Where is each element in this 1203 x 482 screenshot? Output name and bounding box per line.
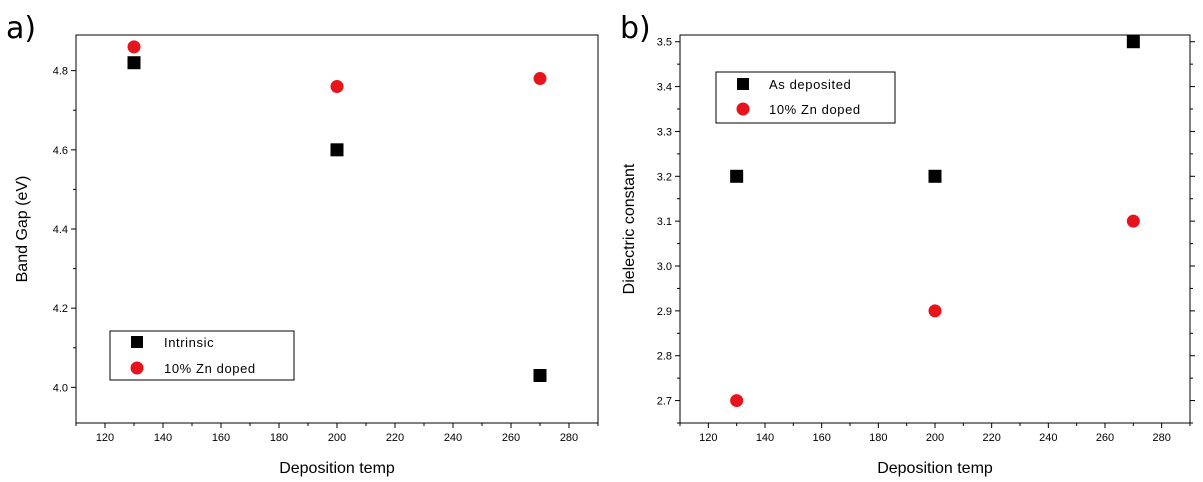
panel-a-x-tick-label: 240: [444, 432, 462, 444]
panel-b-x-tick-label: 120: [699, 432, 717, 444]
panel-b-x-tick-label: 280: [1152, 432, 1170, 444]
panel-b-legend-square-icon: [737, 78, 749, 90]
panel-b-label: b): [620, 11, 651, 46]
panel-b-x-ticks: 120 140 160 180 200 220 240 260 280: [679, 423, 1191, 444]
panel-a-legend-label-intrinsic: Intrinsic: [164, 335, 214, 350]
panel-b-x-tick-label: 240: [1039, 432, 1057, 444]
panel-a-x-tick-label: 220: [386, 432, 404, 444]
panel-b-x-tick-label: 160: [812, 432, 830, 444]
panel-a-point-square: [330, 143, 344, 157]
panel-b-y-tick-label: 3.4: [657, 82, 672, 94]
panel-b-y-tick-label: 2.7: [657, 396, 672, 408]
panel-a-point-square: [127, 56, 141, 70]
panel-a-y-axis-title: Band Gap (eV): [14, 176, 31, 283]
panel-a-x-tick-label: 120: [96, 432, 114, 444]
panel-b-x-tick-label: 140: [756, 432, 774, 444]
panel-b-y-tick-label: 3.2: [657, 171, 672, 183]
panel-b-y-tick-label: 3.3: [657, 126, 672, 138]
panel-a-point-circle: [533, 72, 547, 86]
panel-b-legend-circle-icon: [736, 102, 750, 116]
panel-a-x-ticks: 120 140 160 180 200 220 240 260 280: [75, 423, 599, 444]
panel-b-y-tick-label: 3.5: [657, 37, 672, 49]
panel-b-legend-label-zn-doped: 10% Zn doped: [769, 102, 861, 117]
panel-a-label: a): [6, 11, 36, 46]
panel-a-y-tick-label: 4.6: [53, 145, 68, 157]
panel-a-x-axis-title: Deposition temp: [279, 460, 395, 477]
panel-a-y-tick-label: 4.8: [53, 66, 68, 78]
panel-a-x-tick-label: 140: [154, 432, 172, 444]
panel-b-y-tick-label: 2.9: [657, 306, 672, 318]
panel-a-y-tick-label: 4.2: [53, 303, 68, 315]
panel-b-y-tick-label: 3.1: [657, 216, 672, 228]
panel-b-point-circle: [1126, 214, 1140, 228]
panel-a-legend-circle-icon: [130, 361, 144, 375]
panel-b-legend: As deposited 10% Zn doped: [715, 71, 896, 124]
panel-b-x-axis-title: Deposition temp: [877, 460, 993, 477]
panel-a-legend-square-icon: [131, 336, 143, 348]
panel-b-x-tick-label: 260: [1096, 432, 1114, 444]
panel-a-x-tick-label: 260: [502, 432, 520, 444]
panel-b-point-circle: [730, 394, 744, 408]
panel-b-y-ticks: 2.7 2.8 2.9 3.0 3.1 3.2 3.3 3.4 3.5: [657, 37, 1195, 424]
panel-b-point-square: [730, 169, 744, 183]
panel-a: a) 120 140 160 180 200 220 240 260 280 4.0 4.2 4.4…: [6, 11, 599, 477]
panel-b-point-circle: [928, 304, 942, 318]
panel-a-point-square: [533, 368, 547, 382]
panel-b-point-square: [1126, 35, 1140, 49]
panel-a-y-tick-label: 4.0: [53, 382, 68, 394]
panel-a-legend-label-zn-doped: 10% Zn doped: [164, 361, 256, 376]
panel-a-legend: Intrinsic 10% Zn doped: [109, 330, 295, 381]
panel-b-data-marks: [730, 35, 1140, 408]
panel-a-point-circle: [127, 40, 141, 54]
panel-a-y-ticks: 4.0 4.2 4.4 4.6 4.8: [53, 66, 76, 394]
panel-b-x-tick-label: 200: [926, 432, 944, 444]
panel-a-x-tick-label: 280: [560, 432, 578, 444]
panel-b-legend-label-as-deposited: As deposited: [769, 77, 851, 92]
panel-a-x-tick-label: 200: [328, 432, 346, 444]
panel-a-y-tick-label: 4.4: [53, 224, 68, 236]
panel-b: b) 120 140 160 180 200 220 240 260 280 2.7 2.8 2.9…: [620, 11, 1195, 477]
panel-a-x-tick-label: 180: [270, 432, 288, 444]
panel-b-y-tick-label: 2.8: [657, 351, 672, 363]
panel-a-x-tick-label: 160: [212, 432, 230, 444]
panel-a-data-marks: [127, 40, 547, 382]
panel-a-point-circle: [330, 79, 344, 93]
panel-b-y-tick-label: 3.0: [657, 261, 672, 273]
panel-b-point-square: [928, 169, 942, 183]
panel-b-x-tick-label: 180: [869, 432, 887, 444]
panel-b-y-axis-title: Dielectric constant: [621, 163, 638, 294]
panel-b-x-tick-label: 220: [982, 432, 1000, 444]
